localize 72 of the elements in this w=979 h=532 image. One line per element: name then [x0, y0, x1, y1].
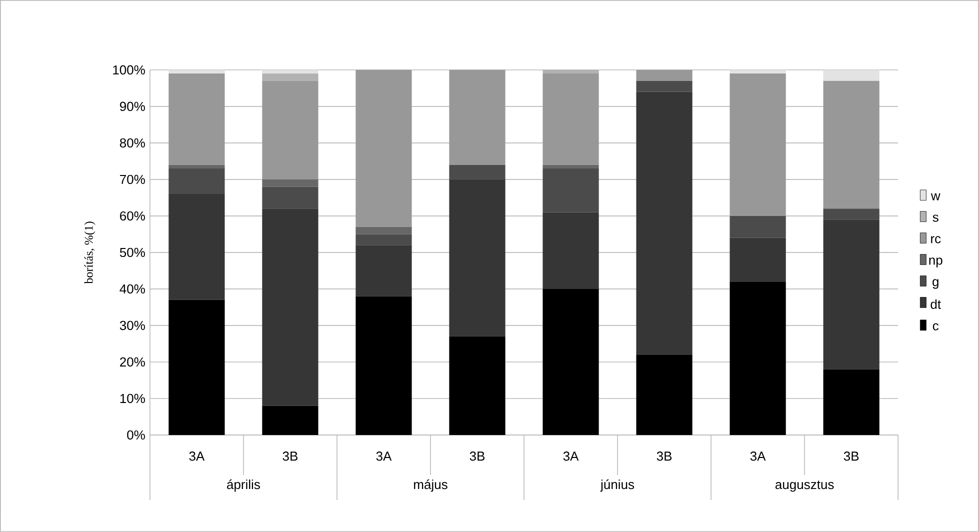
x-tick-label: 3B: [470, 452, 485, 461]
bar: [168, 300, 225, 436]
legend-label: rc: [931, 236, 941, 244]
text: június: [600, 479, 634, 492]
y-tick-label: 20%: [120, 357, 145, 367]
bar: [262, 406, 318, 436]
y-tick-label: 90%: [120, 102, 145, 112]
legend-label: np: [929, 258, 942, 268]
bar: [542, 212, 599, 289]
bar: [168, 74, 225, 165]
bar: [262, 80, 318, 180]
bar: [449, 336, 506, 436]
y-tick-label: 70%: [120, 174, 145, 184]
x-tick-label: 3A: [189, 452, 205, 461]
bar: [730, 70, 786, 74]
legend-label: dt: [930, 299, 941, 309]
y-axis-title: borítás, %(1): [84, 222, 96, 284]
legend-label: w: [930, 193, 940, 200]
bar: [356, 245, 412, 296]
x-tick-label: 3A: [376, 452, 392, 461]
y-tick-label: 50%: [120, 248, 145, 258]
y-tick-label: 80%: [120, 138, 145, 148]
bar: [636, 354, 692, 436]
text: május: [414, 479, 448, 492]
x-tick-label: 3A: [563, 452, 579, 461]
y-tick-label: 0%: [127, 430, 145, 440]
bar: [542, 168, 599, 212]
bar: [356, 226, 412, 234]
bar: [730, 282, 786, 436]
y-tick-label: 40%: [120, 284, 145, 294]
bar: [636, 70, 692, 81]
bar: [168, 194, 225, 300]
bar: [449, 164, 506, 180]
text: augusztus: [775, 480, 834, 492]
bar: [636, 80, 692, 92]
bar: [542, 74, 599, 165]
y-tick-label: 10%: [120, 394, 145, 404]
x-tick-label: 3B: [656, 452, 672, 461]
legend-label: g: [932, 279, 938, 289]
bar: [730, 238, 786, 282]
bar: [636, 92, 692, 355]
bar: [262, 208, 318, 406]
bar: [449, 179, 506, 336]
bar: [823, 369, 880, 436]
x-tick-label: 3B: [282, 452, 298, 461]
y-tick-label: 30%: [120, 320, 145, 330]
x-tick-label: 3B: [844, 452, 859, 461]
bar: [356, 296, 412, 436]
bar: [823, 208, 880, 220]
bar: [356, 234, 412, 246]
bar: [168, 168, 225, 194]
bar: [262, 179, 318, 187]
bar: [823, 220, 880, 370]
bar: [730, 74, 786, 216]
bar: [356, 70, 412, 227]
bar: [168, 70, 225, 74]
bar: [449, 70, 506, 165]
y-tick-label: 100%: [113, 65, 145, 75]
legend-label: s: [932, 214, 938, 222]
bar: [542, 164, 599, 169]
bar: [262, 186, 318, 209]
bar: [823, 70, 880, 81]
bar: [823, 80, 880, 209]
bar: [730, 216, 786, 238]
x-tick-label: 3A: [750, 452, 766, 461]
y-tick-label: 60%: [120, 211, 145, 221]
text: április: [227, 479, 260, 492]
legend-label: c: [932, 323, 939, 330]
bar: [542, 289, 599, 436]
bar: [168, 164, 225, 169]
bar: [262, 74, 318, 81]
bar: [262, 70, 318, 74]
